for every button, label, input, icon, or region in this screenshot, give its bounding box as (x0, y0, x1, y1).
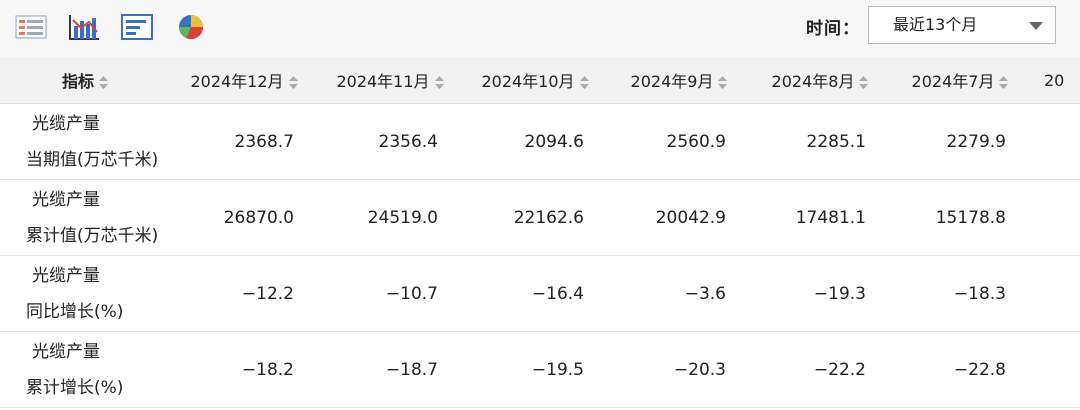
column-header-text: 指标 (61, 72, 94, 91)
cell-value: −12.2 (170, 255, 318, 332)
time-select-value: 最近13个月 (893, 15, 978, 34)
time-select[interactable]: 最近13个月 (868, 6, 1056, 44)
cell-value: 20042.9 (608, 179, 750, 256)
cell-value: 26870.0 (170, 179, 318, 256)
column-header-text: 2024年7月 (911, 72, 995, 91)
row-label-line: 同比增长(%) (26, 301, 124, 322)
cell-value: 2279.9 (890, 103, 1030, 180)
cell-value: −22.8 (890, 331, 1030, 408)
sort-icon[interactable] (434, 75, 444, 90)
cell-value: −3.6 (608, 255, 750, 332)
cell-value: 2285.1 (750, 103, 890, 180)
table-row: 光缆产量 同比增长(%) −12.2 −10.7 −16.4 −3.6 −19.3 −18.3 (0, 255, 1080, 332)
pie-chart-icon[interactable] (174, 12, 208, 42)
cell-value: 2368.7 (170, 103, 318, 180)
cell-value: −22.2 (750, 331, 890, 408)
cell-value: 24519.0 (318, 179, 462, 256)
column-header[interactable]: 2024年7月 (890, 57, 1030, 104)
row-label-line: 光缆产量 (32, 113, 100, 134)
cell-empty (1030, 103, 1080, 180)
row-label-line: 累计值(万芯千米) (26, 225, 159, 246)
column-header[interactable]: 指标 (0, 57, 170, 104)
column-header[interactable]: 2024年10月 (462, 57, 608, 104)
sort-icon[interactable] (99, 75, 108, 90)
row-label: 光缆产量累计增长(%) (0, 331, 170, 408)
table-row: 光缆产量 当期值(万芯千米) 2368.7 2356.4 2094.6 2560.9 228… (0, 103, 1080, 180)
column-header[interactable]: 2024年9月 (608, 57, 750, 104)
column-header-text: 2024年8月 (771, 72, 855, 91)
column-chart-icon[interactable] (67, 12, 101, 42)
table-row: 光缆产量 累计增长(%) −18.2 −18.7 −19.5 −20.3 −22.2 −22.… (0, 331, 1080, 408)
cell-value: 2094.6 (462, 103, 608, 180)
toolbar: 时间： 最近13个月 (0, 0, 1080, 57)
cell-value: −18.7 (318, 331, 462, 408)
cell-value: −19.5 (462, 331, 608, 408)
table-view-icon[interactable] (14, 12, 48, 42)
cell-value: −20.3 (608, 331, 750, 408)
row-label-line: 光缆产量 (32, 189, 100, 210)
cell-value: 15178.8 (890, 179, 1030, 256)
row-label: 光缆产量累计值(万芯千米) (0, 179, 170, 256)
column-header[interactable]: 2024年11月 (318, 57, 462, 104)
cell-empty (1030, 255, 1080, 332)
column-header-text: 2024年10月 (481, 72, 575, 91)
column-header-text: 2024年11月 (336, 72, 430, 91)
cell-value: 2560.9 (608, 103, 750, 180)
cell-value: −18.3 (890, 255, 1030, 332)
table-row: 光缆产量 累计值(万芯千米) 26870.0 24519.0 22162.6 20042.… (0, 179, 1080, 256)
cell-value: 2356.4 (318, 103, 462, 180)
column-header[interactable]: 2024年8月 (750, 57, 890, 104)
time-label: 时间： (806, 19, 860, 39)
column-header[interactable]: 20 (1030, 57, 1080, 104)
row-label-line: 光缆产量 (32, 265, 100, 286)
cell-value: 22162.6 (462, 179, 608, 256)
bar-chart-icon[interactable] (120, 12, 154, 42)
cell-value: −18.2 (170, 331, 318, 408)
sort-icon[interactable] (288, 75, 298, 90)
row-label-line: 当期值(万芯千米) (26, 149, 159, 170)
cell-empty (1030, 179, 1080, 256)
data-table: 指标 2024年12月 2024年11月 2024年10月 2024年9月 2024年8月… (0, 57, 1080, 408)
row-label-line: 光缆产量 (32, 341, 100, 362)
row-label: 光缆产量当期值(万芯千米) (0, 103, 170, 180)
column-header[interactable]: 2024年12月 (170, 57, 318, 104)
column-header-text: 2024年12月 (190, 72, 284, 91)
cell-empty (1030, 331, 1080, 408)
sort-icon[interactable] (999, 75, 1009, 90)
sort-icon[interactable] (859, 75, 869, 90)
row-label: 光缆产量同比增长(%) (0, 255, 170, 332)
row-label-line: 累计增长(%) (26, 377, 124, 398)
column-header-text: 20 (1044, 70, 1065, 90)
sort-icon[interactable] (579, 75, 589, 90)
cell-value: −19.3 (750, 255, 890, 332)
header-row: 指标 2024年12月 2024年11月 2024年10月 2024年9月 2024年8月… (0, 57, 1080, 104)
cell-value: 17481.1 (750, 179, 890, 256)
sort-icon[interactable] (718, 75, 728, 90)
column-header-text: 2024年9月 (630, 72, 714, 91)
dropdown-arrow (1029, 22, 1043, 30)
cell-value: −10.7 (318, 255, 462, 332)
cell-value: −16.4 (462, 255, 608, 332)
